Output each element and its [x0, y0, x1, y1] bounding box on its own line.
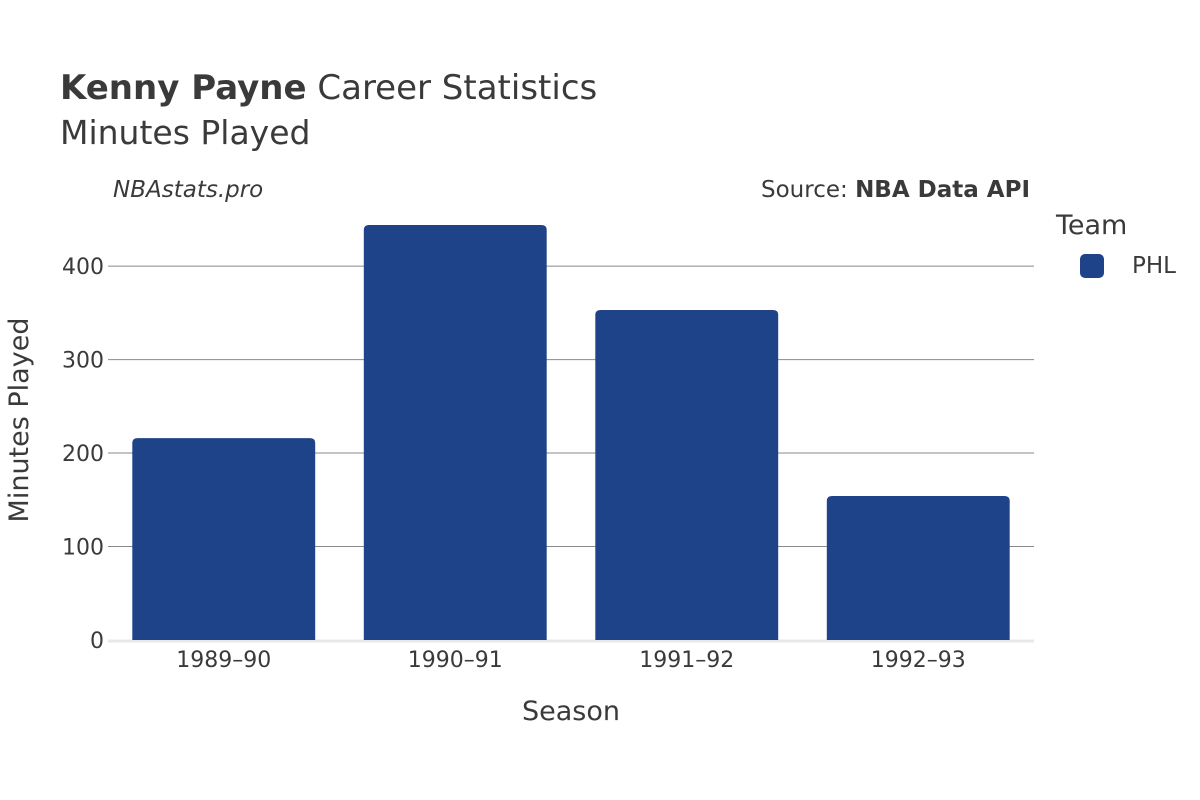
x-axis-label: Season: [522, 696, 620, 727]
x-tick-label: 1991–92: [639, 648, 734, 673]
source-prefix: Source:: [761, 177, 856, 203]
y-tick-label: 300: [62, 349, 104, 374]
legend-label: PHL: [1132, 253, 1176, 279]
chart-title: Kenny Payne Career Statistics: [60, 68, 597, 108]
player-name: Kenny Payne: [60, 68, 307, 108]
chart-subtitle: Minutes Played: [60, 113, 311, 152]
y-tick-labels: 0 100 200 300 400: [62, 255, 104, 654]
legend-title: Team: [1056, 210, 1128, 241]
bar-1991–92[interactable]: [595, 310, 779, 640]
y-tick-label: 200: [62, 442, 104, 467]
x-tick-label: 1992–93: [871, 648, 966, 673]
title-suffix: Career Statistics: [306, 68, 598, 108]
y-axis-label: Minutes Played: [4, 318, 35, 523]
x-tick-label: 1990–91: [408, 648, 503, 673]
x-tick-label: 1989–90: [176, 648, 271, 673]
x-tick-labels: 1989–90 1990–91 1991–92 1992–93: [176, 648, 965, 673]
y-tick-label: 400: [62, 255, 104, 280]
bar-1992–93[interactable]: [826, 496, 1010, 640]
y-tick-label: 100: [62, 536, 104, 561]
y-tick-label: 0: [90, 629, 104, 654]
legend-swatch: [1080, 254, 1104, 278]
source-name: NBA Data API: [855, 177, 1030, 203]
legend-item-phl[interactable]: PHL: [1080, 252, 1176, 280]
bar-1989–90[interactable]: [132, 438, 316, 640]
bar-1990–91[interactable]: [363, 224, 547, 640]
watermark: NBAstats.pro: [113, 177, 264, 203]
bars: [132, 224, 1010, 640]
source-credit: Source: NBA Data API: [761, 177, 1030, 203]
